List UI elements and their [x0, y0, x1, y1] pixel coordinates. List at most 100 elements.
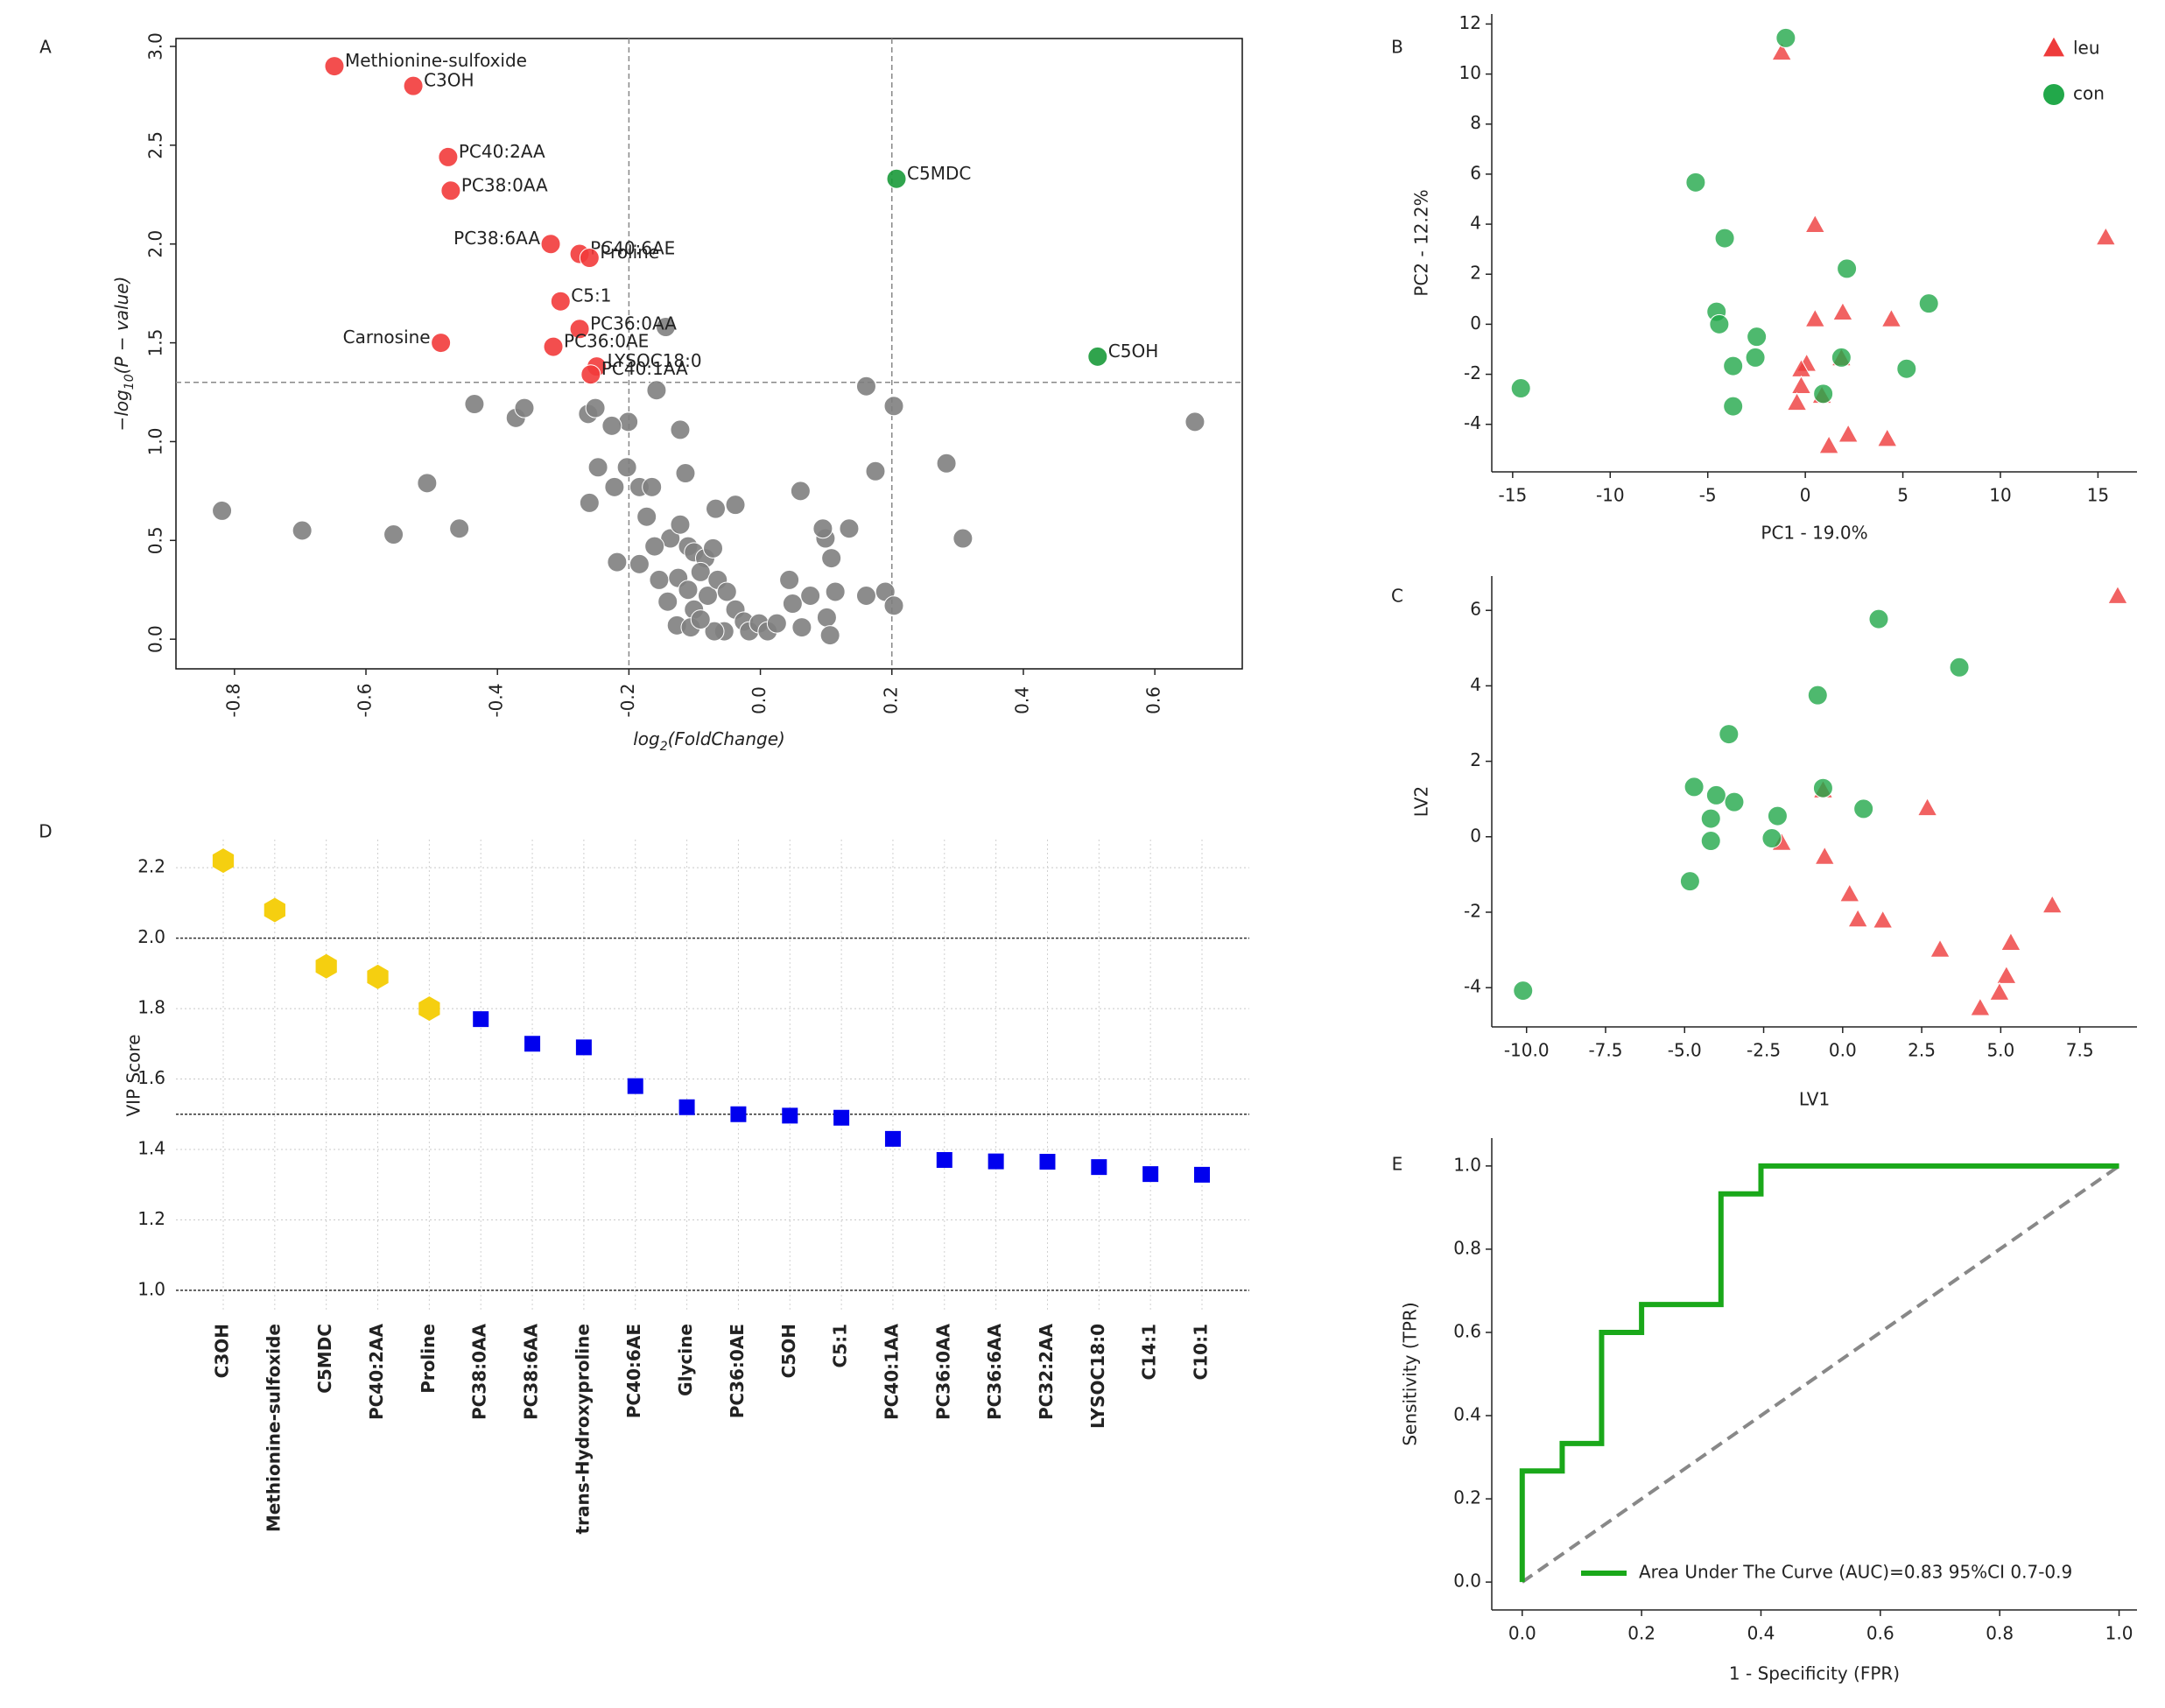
- point: [1872, 910, 1894, 929]
- y-tick-label: 0.8: [1453, 1237, 1481, 1258]
- x-tick-label: 0.0: [1829, 1040, 1857, 1061]
- point: [1880, 308, 1902, 327]
- point: [1837, 258, 1858, 279]
- x-tick-label: PC36:0AA: [932, 1323, 953, 1420]
- x-tick-label: 0.2: [1627, 1623, 1655, 1644]
- point: [1838, 883, 1860, 903]
- point: [1847, 908, 1869, 928]
- y-tick-label: 1.6: [137, 1067, 165, 1088]
- point: [1896, 358, 1917, 379]
- vip-point: [730, 1106, 747, 1122]
- point: [1184, 411, 1206, 432]
- point: [514, 397, 535, 418]
- point: [440, 180, 461, 201]
- point-label: PC36:0AA: [590, 313, 677, 334]
- point: [821, 548, 842, 569]
- point: [678, 580, 699, 601]
- point: [2000, 931, 2021, 951]
- point: [1775, 27, 1796, 48]
- point: [816, 607, 837, 628]
- point: [855, 376, 876, 397]
- point: [550, 291, 571, 312]
- point: [604, 476, 625, 497]
- point: [292, 520, 313, 541]
- y-tick-label: 0.0: [1453, 1571, 1481, 1592]
- point-label: C5:1: [571, 285, 611, 306]
- point: [704, 621, 725, 642]
- point: [1832, 301, 1853, 321]
- point: [782, 594, 803, 615]
- point: [1790, 375, 1812, 395]
- x-tick-label: -0.2: [617, 683, 638, 717]
- vip-point: [1142, 1166, 1159, 1183]
- point-label: PC40:6AE: [590, 238, 675, 259]
- y-tick-label: 0.2: [1453, 1487, 1481, 1508]
- y-tick-label: 0: [1470, 825, 1481, 846]
- point: [1723, 355, 1744, 376]
- legend-label: Area Under The Curve (AUC)=0.83 95%CI 0.…: [1639, 1562, 2072, 1583]
- y-tick-label: -2: [1464, 362, 1481, 383]
- x-tick-label: 0.4: [1747, 1623, 1775, 1644]
- point: [1761, 828, 1782, 849]
- point-label: Carnosine: [343, 327, 431, 348]
- point: [636, 506, 657, 527]
- point: [1709, 313, 1730, 334]
- point: [383, 524, 404, 545]
- x-tick-label: C10:1: [1191, 1324, 1212, 1380]
- vip-point: [264, 897, 285, 923]
- point: [690, 609, 711, 630]
- roc-curve: [1519, 1163, 2119, 1583]
- x-tick-label: 0.0: [749, 686, 770, 714]
- point: [618, 411, 639, 432]
- point: [1812, 777, 1833, 798]
- point: [2107, 585, 2128, 604]
- y-tick-label: 0: [1470, 313, 1481, 334]
- point: [865, 460, 886, 481]
- vip-point: [833, 1109, 850, 1126]
- vip-point: [782, 1107, 798, 1124]
- point: [725, 495, 746, 516]
- point: [438, 146, 459, 167]
- x-tick-label: -0.6: [355, 683, 376, 717]
- plot-frame: [175, 38, 1243, 670]
- point: [587, 457, 608, 478]
- x-tick-label: PC38:6AA: [521, 1323, 542, 1420]
- y-axis-label: LV2: [1411, 786, 1432, 817]
- point: [791, 617, 812, 638]
- point: [543, 336, 564, 357]
- point: [2042, 894, 2063, 914]
- point: [1747, 327, 1768, 348]
- point-label: PC40:1AA: [601, 358, 688, 379]
- point-label: Methionine-sulfoxide: [345, 50, 527, 71]
- y-axis-label-part: (P − value): [111, 277, 132, 375]
- y-tick-label: 6: [1470, 599, 1481, 620]
- vip-point: [1091, 1159, 1107, 1176]
- point: [1719, 724, 1740, 745]
- point: [601, 415, 622, 436]
- x-tick-label: PC40:6AE: [623, 1324, 644, 1418]
- y-tick-label: 2.0: [137, 926, 165, 947]
- point: [1989, 981, 2010, 1001]
- point: [1804, 214, 1826, 233]
- x-tick-label: 2.5: [1908, 1040, 1936, 1061]
- legend-marker: [2043, 84, 2064, 105]
- point: [952, 528, 974, 549]
- point: [936, 453, 957, 474]
- point: [1767, 805, 1788, 826]
- y-tick-label: 1.8: [137, 997, 165, 1018]
- x-tick-label: PC32:2AA: [1036, 1323, 1057, 1420]
- point: [703, 538, 724, 559]
- x-axis-label-part: (FoldChange): [668, 728, 785, 749]
- point: [644, 536, 665, 557]
- point: [1970, 997, 1991, 1016]
- y-tick-label: 1.0: [145, 428, 166, 456]
- y-axis-label: −log10(P − value): [111, 277, 137, 432]
- y-axis-label: VIP Score: [123, 1034, 144, 1116]
- point: [883, 396, 904, 417]
- panel-letter: C: [1391, 586, 1403, 607]
- y-tick-label: 4: [1470, 213, 1481, 234]
- vip-point: [418, 996, 440, 1022]
- y-axis-label-part: −log: [111, 390, 132, 431]
- y-tick-label: 2: [1470, 749, 1481, 770]
